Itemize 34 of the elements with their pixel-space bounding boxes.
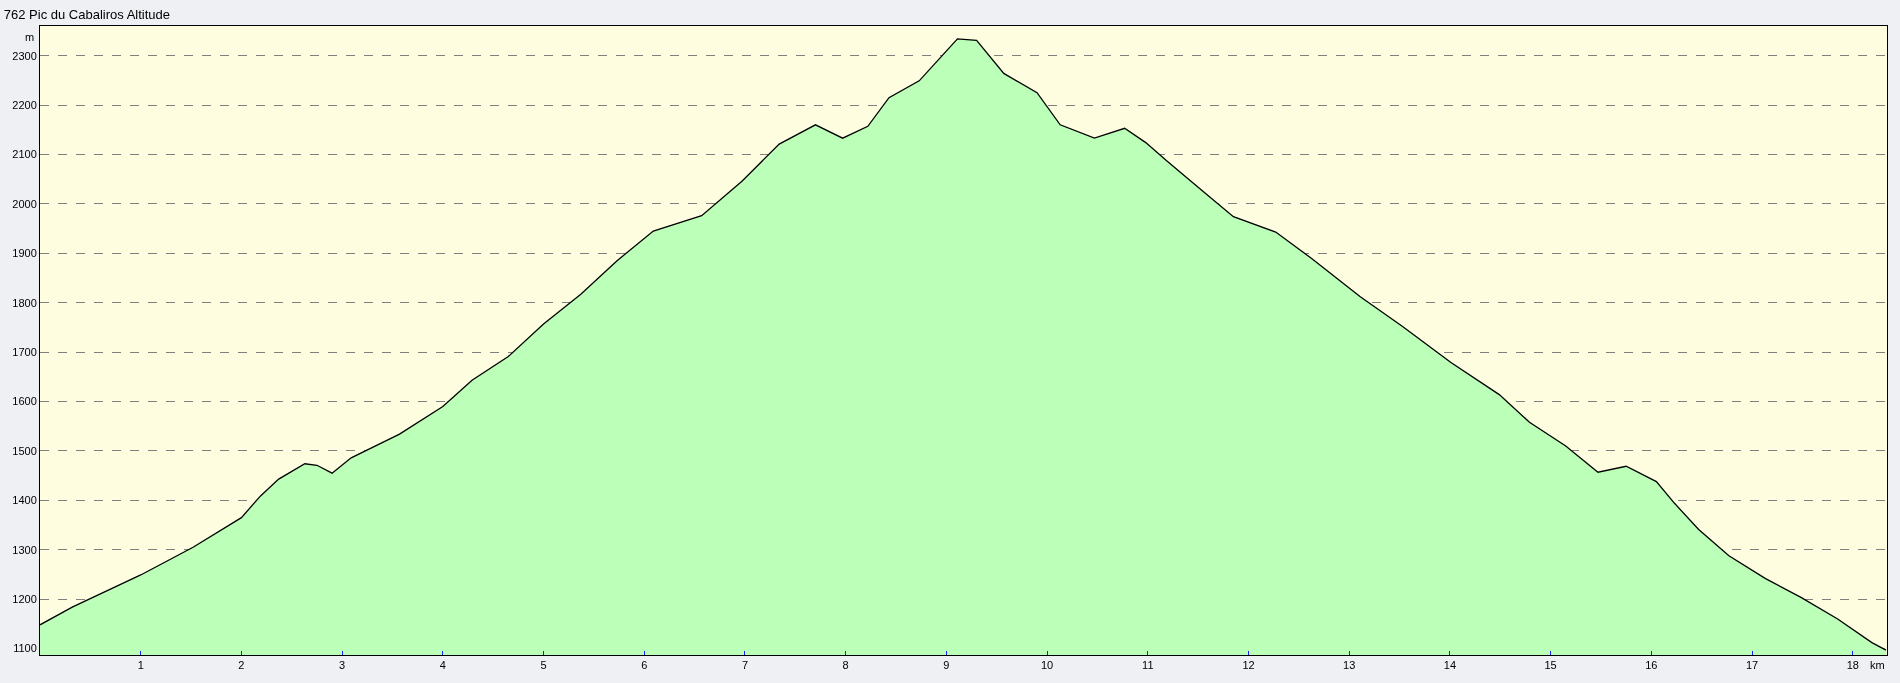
x-tick-label: 4: [439, 659, 446, 672]
x-tick-label: 7: [741, 659, 749, 672]
x-tick-label: 17: [1745, 659, 1759, 672]
x-tick-label: 3: [339, 659, 346, 672]
x-tick-label: 11: [1142, 659, 1154, 672]
y-tick-label: 2100: [12, 148, 37, 161]
y-tick-label: 1100: [13, 642, 37, 655]
y-tick-label: 1800: [12, 296, 37, 309]
chart-title: 762 Pic du Cabaliros Altitude: [3, 7, 171, 23]
y-tick-label: 1500: [12, 444, 37, 457]
y-tick-label: 1300: [12, 543, 37, 556]
x-tick-label: 18: [1846, 659, 1859, 672]
x-tick-label: 9: [943, 659, 950, 672]
x-tick-label: 10: [1040, 659, 1054, 672]
y-axis-title: m: [25, 31, 35, 43]
x-tick-label: 16: [1645, 659, 1658, 672]
y-tick-label: 2000: [12, 197, 37, 210]
x-tick-label: 6: [641, 659, 648, 672]
x-tick-label: 13: [1343, 659, 1356, 672]
y-tick-label: 1700: [12, 345, 37, 358]
x-tick-label: 12: [1242, 659, 1255, 672]
x-tick-label: 2: [238, 659, 245, 672]
x-tick-label: 8: [842, 659, 849, 672]
x-tick-label: 14: [1443, 659, 1457, 672]
y-tick-label: 1600: [12, 395, 37, 408]
y-tick-label: 2300: [12, 49, 37, 62]
x-axis-title: km: [1870, 659, 1885, 671]
x-tick-label: 15: [1544, 659, 1557, 672]
x-tick-label: 5: [540, 659, 547, 672]
x-tick-label: 1: [137, 659, 144, 672]
y-tick-label: 1200: [12, 593, 37, 606]
y-tick-label: 2200: [12, 98, 37, 111]
y-tick-label: 1900: [12, 247, 37, 260]
y-tick-label: 1400: [12, 494, 37, 507]
